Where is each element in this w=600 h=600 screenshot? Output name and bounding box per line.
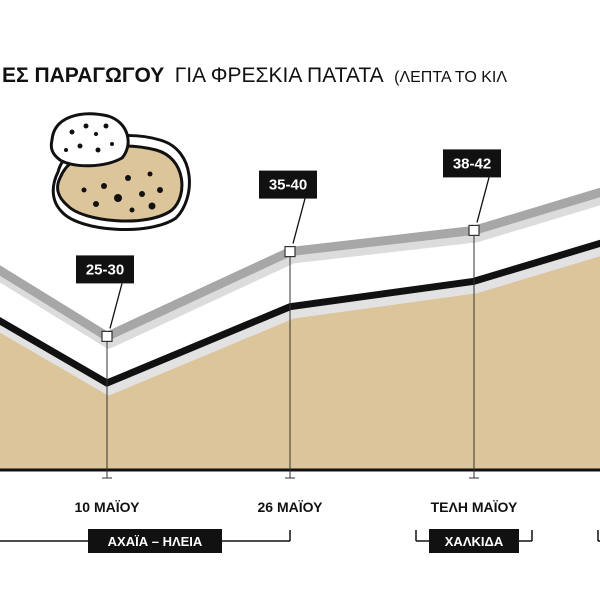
svg-text:ΕΣ ΠΑΡΑΓΩΓΟΥ ΓΙΑ ΦΡΕΣΚΙΑ: ΕΣ ΠΑΡΑΓΩΓΟΥ ΓΙΑ ΦΡΕΣΚΙΑ ΠΑΤΑΤΑ (ΛΕΠΤΑ Τ… — [2, 64, 507, 87]
range-pointer — [292, 198, 306, 244]
price-area — [0, 243, 600, 470]
range-label-text: 38-42 — [453, 155, 491, 172]
region-bracket: ΑΧΑΪΑ – ΗΛΕΙΑ — [0, 529, 291, 553]
chart-title: ΕΣ ΠΑΡΑΓΩΓΟΥ ΓΙΑ ΦΡΕΣΚΙΑ ΠΑΤΑΤΑ (ΛΕΠΤΑ Τ… — [2, 64, 507, 87]
region-label-box — [88, 529, 222, 553]
range-pointer — [109, 283, 123, 329]
x-tick-label: 26 ΜΑΪΟΥ — [258, 499, 324, 515]
title-bold-text: ΕΣ ΠΑΡΑΓΩΓΟΥ — [2, 64, 164, 87]
range-label-text: 25-30 — [86, 261, 124, 278]
range-label-box — [76, 255, 134, 284]
x-tick-label: 10 ΜΑΪΟΥ — [75, 499, 141, 515]
range-label-box — [259, 170, 317, 199]
range-label-box — [443, 149, 501, 178]
region-label-text: ΧΑΛΚΙΔΑ — [445, 534, 504, 549]
range-marker — [101, 330, 113, 342]
range-pointer — [476, 177, 490, 223]
region-label-text: ΑΧΑΪΑ – ΗΛΕΙΑ — [108, 534, 203, 549]
plot-area: 25-30 35-40 38-42 10 ΜΑΪΟΥ 26 ΜΑΪΟΥ ΤΕΛΗ ΜΑΪΟ… — [0, 149, 600, 553]
range-label-text: 35-40 — [269, 177, 307, 194]
potato-icon — [49, 112, 191, 231]
range-marker — [468, 224, 480, 236]
region-label-box — [429, 529, 519, 553]
region-bracket: ΧΑΛΚΙΔΑ — [415, 529, 533, 553]
line-shadow — [0, 243, 600, 396]
range-marker — [284, 246, 296, 258]
title-regular-text: ΓΙΑ ΦΡΕΣΚΙΑ ΠΑΤΑΤΑ — [175, 64, 384, 87]
x-tick-label: ΤΕΛΗ ΜΑΪΟΥ — [431, 499, 518, 515]
title-unit-text: (ΛΕΠΤΑ ΤΟ ΚΙΛ — [394, 69, 507, 86]
